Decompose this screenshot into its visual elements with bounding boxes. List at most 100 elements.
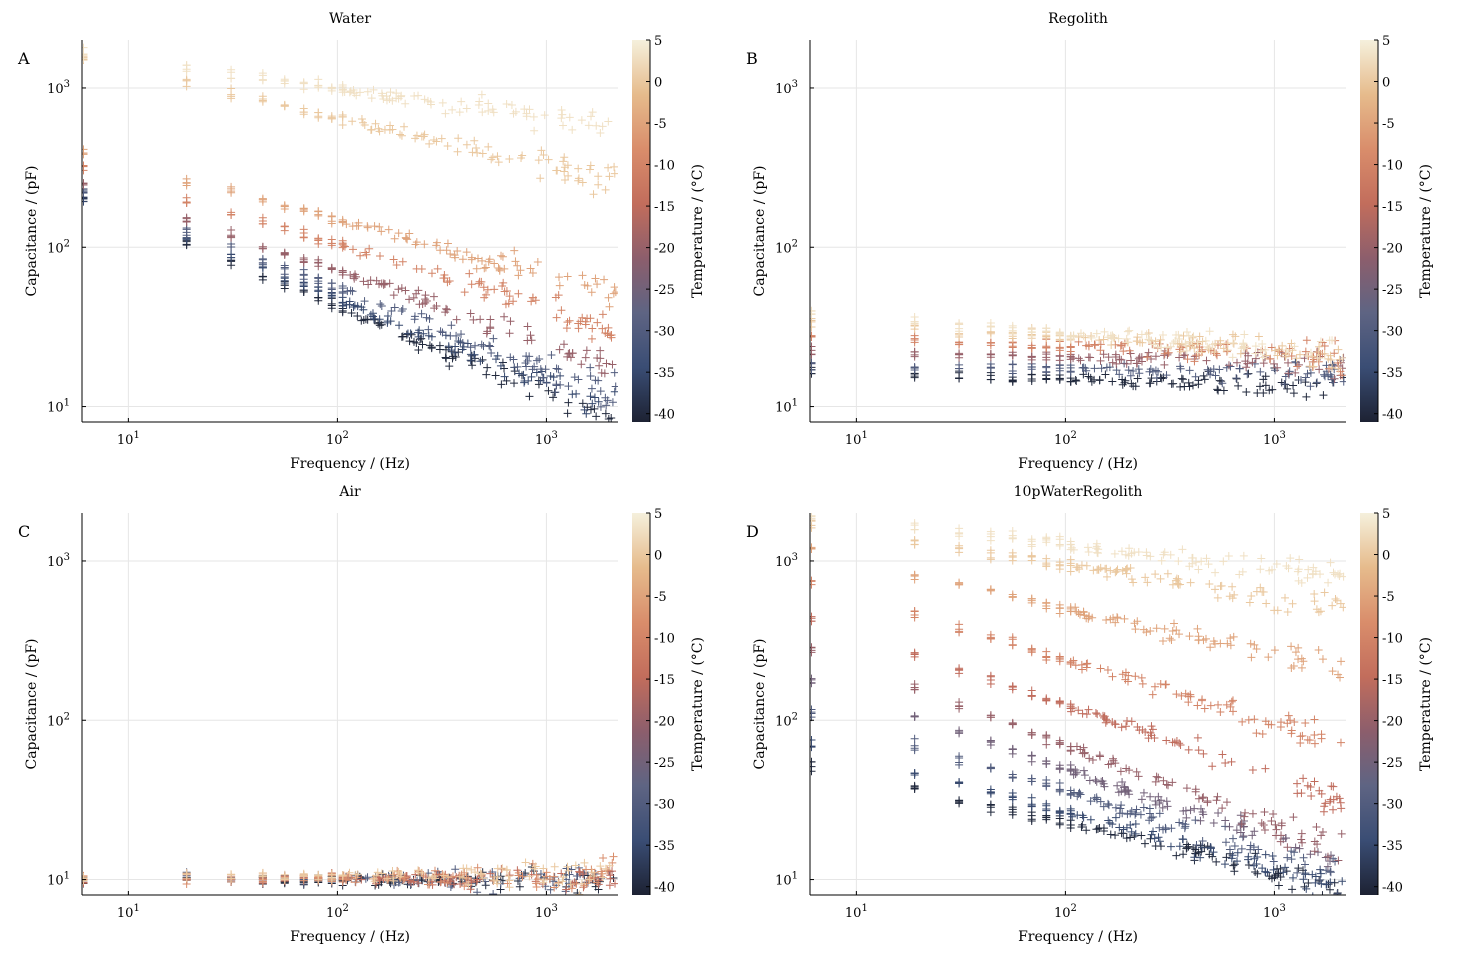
data-point bbox=[1293, 362, 1302, 371]
data-point bbox=[82, 145, 88, 154]
data-point bbox=[347, 309, 356, 318]
data-point bbox=[1182, 813, 1191, 822]
data-point bbox=[394, 285, 403, 294]
data-point bbox=[1142, 330, 1151, 339]
data-point bbox=[1244, 860, 1253, 869]
data-point bbox=[401, 99, 410, 108]
data-point bbox=[1237, 820, 1246, 829]
data-point bbox=[601, 393, 610, 402]
data-point bbox=[422, 296, 431, 305]
data-point bbox=[1160, 624, 1169, 633]
data-point bbox=[1133, 337, 1142, 346]
data-point bbox=[1182, 328, 1191, 337]
data-point bbox=[557, 869, 566, 878]
data-point bbox=[327, 86, 336, 95]
data-point bbox=[528, 269, 537, 278]
data-point bbox=[350, 89, 359, 98]
data-point bbox=[280, 249, 289, 258]
data-point bbox=[1084, 547, 1093, 556]
data-point bbox=[1194, 794, 1203, 803]
data-point bbox=[514, 871, 523, 880]
data-point bbox=[1150, 682, 1159, 691]
data-point bbox=[487, 155, 496, 164]
data-point bbox=[1258, 730, 1267, 739]
data-point bbox=[1133, 359, 1142, 368]
data-point bbox=[1077, 822, 1086, 831]
data-point bbox=[1305, 736, 1314, 745]
data-point bbox=[424, 325, 433, 334]
data-point bbox=[1068, 704, 1077, 713]
colorbar-tick-label: -15 bbox=[654, 200, 675, 215]
data-point bbox=[498, 282, 507, 290]
colorbar-tick-label: -30 bbox=[654, 325, 675, 340]
data-point bbox=[1316, 869, 1325, 878]
data-point bbox=[1027, 343, 1036, 352]
data-point bbox=[520, 105, 529, 114]
data-point bbox=[586, 314, 595, 323]
data-point bbox=[427, 332, 436, 341]
data-point bbox=[1157, 343, 1166, 352]
data-point bbox=[366, 310, 375, 319]
data-point bbox=[390, 234, 399, 243]
data-point bbox=[1091, 341, 1100, 350]
data-point bbox=[1211, 371, 1220, 380]
data-point bbox=[1273, 351, 1282, 360]
data-point bbox=[478, 108, 487, 117]
data-point bbox=[466, 356, 475, 365]
data-point bbox=[367, 125, 376, 134]
y-tick-label: 103 bbox=[775, 552, 798, 570]
data-point bbox=[533, 875, 542, 884]
data-point bbox=[1294, 565, 1303, 574]
data-point bbox=[1166, 550, 1175, 559]
colorbar-label: Temperature / (°C) bbox=[1418, 164, 1434, 298]
data-point bbox=[504, 299, 513, 308]
data-point bbox=[1123, 327, 1132, 336]
data-point bbox=[1245, 598, 1254, 607]
data-point bbox=[1273, 871, 1282, 880]
data-point bbox=[415, 326, 424, 335]
data-point bbox=[1075, 788, 1084, 797]
data-point bbox=[472, 877, 481, 886]
data-point bbox=[280, 75, 289, 84]
data-point bbox=[539, 864, 548, 873]
data-point bbox=[345, 868, 354, 877]
data-point bbox=[373, 868, 382, 877]
data-point bbox=[1303, 781, 1312, 790]
data-point bbox=[359, 277, 368, 286]
data-point bbox=[1157, 374, 1166, 383]
data-point bbox=[577, 360, 586, 369]
data-point bbox=[397, 870, 406, 879]
data-point bbox=[537, 146, 546, 155]
data-point bbox=[587, 384, 596, 393]
data-point bbox=[354, 218, 363, 227]
data-point bbox=[1229, 632, 1238, 641]
x-tick-label: 103 bbox=[535, 430, 558, 448]
colorbar-tick-label: -20 bbox=[1382, 715, 1403, 730]
data-point bbox=[1149, 827, 1158, 836]
data-point bbox=[1186, 337, 1195, 346]
data-point bbox=[1228, 582, 1237, 591]
data-point bbox=[349, 302, 358, 311]
data-point bbox=[375, 252, 384, 261]
data-point bbox=[1099, 802, 1108, 811]
data-point bbox=[1330, 570, 1339, 579]
data-point bbox=[1284, 358, 1293, 367]
data-point bbox=[1055, 541, 1064, 550]
data-point bbox=[1319, 391, 1328, 400]
data-point bbox=[338, 218, 347, 227]
data-point bbox=[346, 270, 355, 279]
data-point bbox=[1055, 346, 1064, 355]
data-point bbox=[1073, 811, 1082, 820]
data-point bbox=[1157, 556, 1166, 565]
data-point bbox=[955, 664, 964, 673]
data-point bbox=[597, 867, 606, 876]
data-point bbox=[425, 139, 434, 148]
data-point bbox=[559, 121, 568, 130]
data-point bbox=[466, 343, 475, 352]
data-point bbox=[955, 340, 964, 349]
data-point bbox=[1132, 767, 1141, 776]
data-point bbox=[443, 879, 452, 888]
data-point bbox=[1120, 614, 1129, 623]
data-point bbox=[258, 871, 267, 880]
data-point bbox=[479, 342, 488, 351]
